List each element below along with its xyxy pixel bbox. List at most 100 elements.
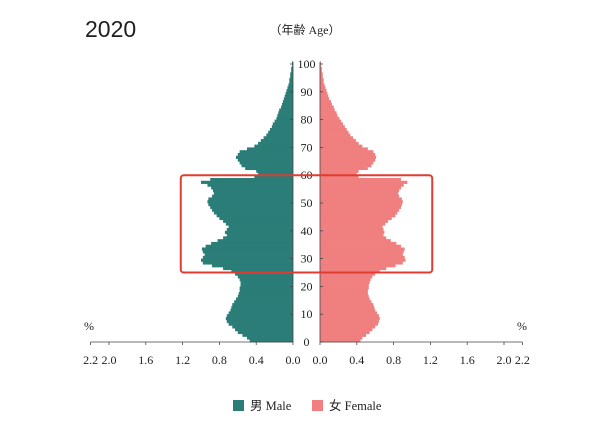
legend-female-label: 女 Female bbox=[329, 398, 382, 413]
female-bar-age-8 bbox=[320, 316, 380, 321]
female-bar-age-28 bbox=[320, 261, 403, 265]
male-bar-age-1 bbox=[247, 336, 293, 340]
female-bar-age-64 bbox=[320, 161, 374, 165]
male-bar-age-48 bbox=[210, 205, 293, 209]
female-bar-age-90 bbox=[320, 89, 327, 93]
female-bar-age-61 bbox=[320, 169, 359, 173]
female-bar-age-100 bbox=[320, 61, 321, 65]
female-bar-age-63 bbox=[320, 164, 372, 168]
female-bar-age-86 bbox=[320, 100, 332, 104]
female-bar-age-70 bbox=[320, 144, 363, 148]
male-bar-age-13 bbox=[232, 303, 293, 307]
male-x-tick-label: 1.6 bbox=[138, 353, 153, 367]
male-bar-age-58 bbox=[210, 177, 293, 182]
male-bar-age-24 bbox=[235, 272, 293, 276]
male-bar-age-86 bbox=[282, 100, 293, 104]
male-bar-age-52 bbox=[212, 194, 293, 198]
female-bar-age-66 bbox=[320, 155, 377, 159]
male-bar-age-20 bbox=[240, 283, 293, 287]
male-bar-age-22 bbox=[239, 278, 293, 282]
female-bar-age-77 bbox=[320, 125, 345, 129]
female-bar-age-27 bbox=[320, 264, 396, 268]
female-bar-age-89 bbox=[320, 91, 328, 95]
female-bar-age-19 bbox=[320, 286, 369, 290]
age-tick-label: 40 bbox=[301, 224, 313, 238]
female-bar-age-69 bbox=[320, 147, 368, 151]
male-bar-age-42 bbox=[225, 222, 293, 226]
highlight-box bbox=[179, 174, 434, 274]
female-bar-age-82 bbox=[320, 111, 337, 115]
female-bar-age-78 bbox=[320, 122, 343, 126]
male-bar-age-19 bbox=[239, 286, 293, 290]
female-x-tick-label: 1.2 bbox=[423, 353, 438, 367]
female-bar-age-35 bbox=[320, 241, 397, 246]
male-bar-age-60 bbox=[258, 172, 293, 176]
female-bars bbox=[320, 61, 408, 343]
male-bar-age-91 bbox=[287, 86, 293, 90]
male-bar-age-69 bbox=[247, 147, 293, 151]
age-tick-label: 0 bbox=[304, 335, 310, 349]
legend-male-swatch bbox=[233, 400, 244, 411]
male-bar-age-41 bbox=[228, 225, 293, 229]
female-bar-age-13 bbox=[320, 303, 374, 307]
female-bar-age-30 bbox=[320, 255, 405, 259]
female-bar-age-52 bbox=[320, 194, 400, 198]
male-bar-age-71 bbox=[258, 141, 293, 146]
female-bar-age-84 bbox=[320, 105, 334, 109]
chart-title: 2020 bbox=[85, 16, 136, 42]
female-bar-age-97 bbox=[320, 69, 322, 73]
male-bar-age-74 bbox=[266, 133, 293, 137]
male-bar-age-64 bbox=[239, 161, 293, 165]
male-bar-age-93 bbox=[289, 80, 293, 84]
male-bar-age-68 bbox=[239, 150, 293, 154]
female-bar-age-33 bbox=[320, 247, 405, 251]
female-bar-age-83 bbox=[320, 108, 335, 112]
male-bar-age-50 bbox=[207, 200, 293, 204]
male-bar-age-67 bbox=[237, 152, 293, 157]
female-bar-age-46 bbox=[320, 211, 398, 215]
male-x-tick-label: 2.2 bbox=[83, 353, 98, 367]
male-bar-age-27 bbox=[212, 264, 293, 268]
age-tick-label: 10 bbox=[301, 307, 313, 321]
male-bar-age-89 bbox=[285, 91, 293, 95]
female-bar-age-75 bbox=[320, 130, 349, 134]
female-bar-age-44 bbox=[320, 216, 392, 221]
female-bar-age-45 bbox=[320, 214, 396, 218]
female-bar-age-73 bbox=[320, 136, 354, 140]
male-bar-age-7 bbox=[226, 319, 293, 323]
male-x-tick-label: 1.2 bbox=[175, 353, 190, 367]
male-bar-age-99 bbox=[292, 64, 293, 68]
male-bar-age-45 bbox=[216, 214, 293, 218]
male-bar-age-0 bbox=[249, 339, 293, 343]
female-bar-age-5 bbox=[320, 325, 376, 329]
male-bar-age-30 bbox=[202, 255, 293, 259]
male-bar-age-70 bbox=[254, 144, 293, 148]
female-bar-age-92 bbox=[320, 83, 325, 87]
female-bar-age-10 bbox=[320, 311, 378, 315]
female-bar-age-25 bbox=[320, 269, 380, 273]
male-bar-age-83 bbox=[279, 108, 293, 112]
male-bar-age-54 bbox=[212, 189, 293, 193]
female-bar-age-42 bbox=[320, 222, 386, 226]
female-bar-age-74 bbox=[320, 133, 351, 137]
female-bar-age-51 bbox=[320, 197, 402, 201]
female-bar-age-36 bbox=[320, 239, 391, 243]
female-x-tick-label: 0.0 bbox=[313, 353, 328, 367]
legend-male-label: 男 Male bbox=[250, 399, 292, 413]
legend: 男 Male 女 Female bbox=[233, 398, 382, 413]
male-bar-age-18 bbox=[239, 289, 293, 293]
male-bar-age-35 bbox=[211, 241, 293, 246]
female-bar-age-2 bbox=[320, 333, 366, 337]
male-bar-age-79 bbox=[274, 119, 293, 123]
female-bar-age-65 bbox=[320, 158, 376, 162]
male-bar-age-98 bbox=[291, 66, 293, 70]
female-bar-age-14 bbox=[320, 300, 372, 304]
male-bar-age-43 bbox=[223, 219, 293, 223]
male-bar-age-95 bbox=[290, 75, 293, 79]
male-x-tick-label: 0.8 bbox=[212, 353, 227, 367]
female-x-tick-label: 1.6 bbox=[460, 353, 475, 367]
male-bar-age-75 bbox=[268, 130, 293, 134]
female-bar-age-32 bbox=[320, 250, 404, 254]
female-bar-age-31 bbox=[320, 253, 403, 257]
female-bar-age-76 bbox=[320, 127, 347, 132]
